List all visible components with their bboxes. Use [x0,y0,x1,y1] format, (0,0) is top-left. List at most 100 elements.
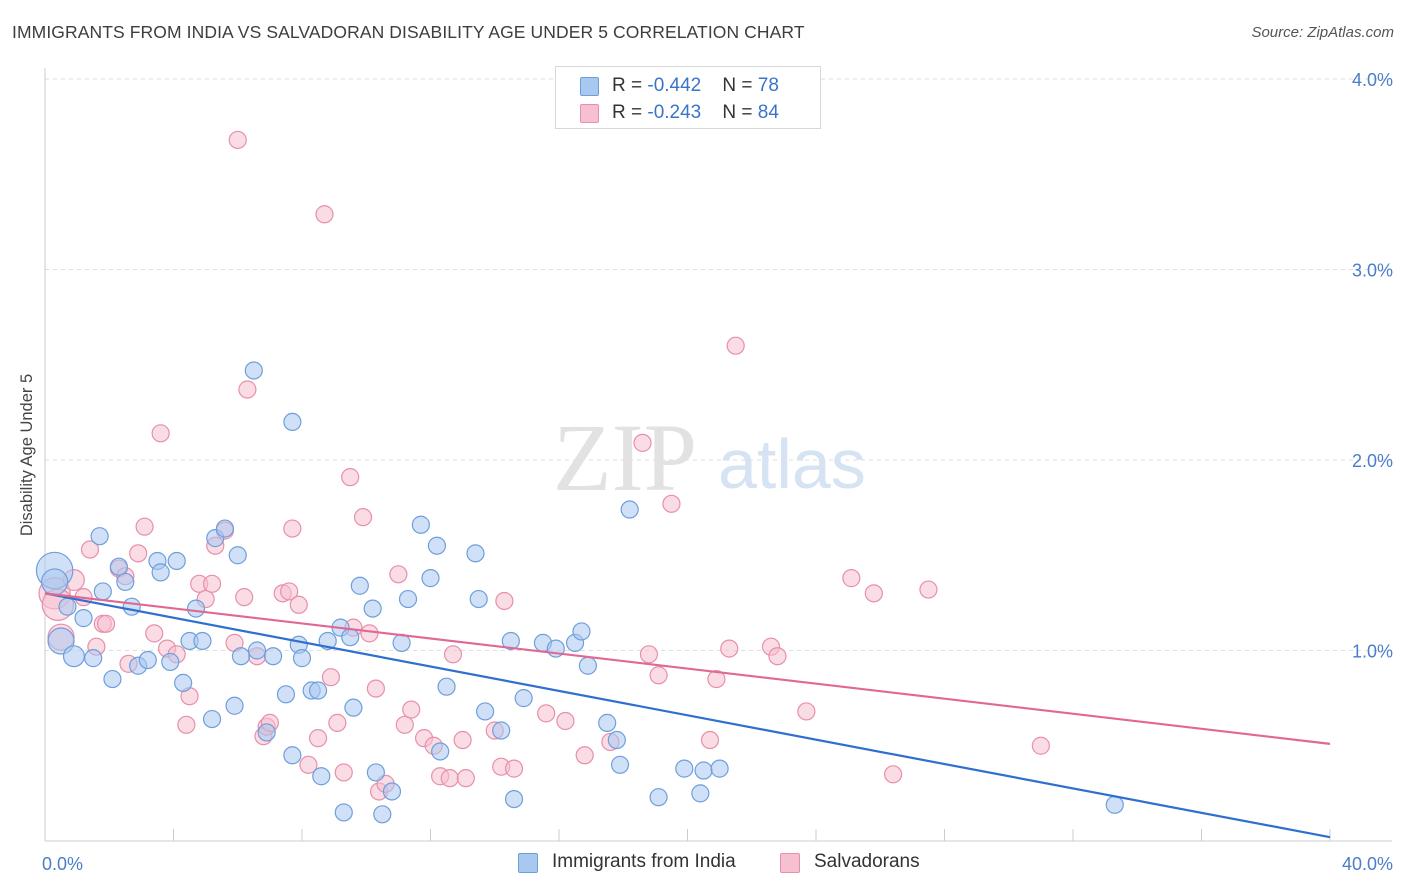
india-point [247,641,267,660]
india-point [138,650,157,670]
india-point [109,557,128,576]
india-point [41,568,69,596]
salvadoran-point [402,700,421,719]
india-point [93,582,112,601]
r-label: R = [612,75,648,96]
salvadoran-point [238,380,257,399]
india-point [421,569,440,588]
india-point [649,788,668,807]
salvadoran-point [321,668,341,687]
india-point [710,759,729,778]
r-label: R = [612,102,648,123]
india-point [84,649,103,668]
india-point [174,673,193,692]
y-tick-label: 1.0% [1352,642,1393,662]
trend-lines [44,592,1331,839]
salvadoran-point [328,713,347,732]
india-point [437,677,456,696]
y-axis-label: Disability Age Under 5 [18,374,36,536]
y-tick-label: 3.0% [1352,261,1393,281]
india-point [244,361,263,380]
india-point [283,412,302,431]
salvadoran-point [662,494,681,513]
salvadoran-point [768,647,787,666]
india-point [501,631,520,651]
india-point [398,589,418,609]
india-point [607,730,626,750]
salvadoran-point [360,624,379,643]
india-point [116,572,135,592]
india-point [341,628,360,647]
salvadoran-point [1031,736,1050,755]
salvadoran-point [129,544,148,563]
india-point [411,515,430,534]
n-label: N = [722,75,758,96]
n-label: N = [722,102,758,123]
india-point [231,647,251,666]
india-point [476,702,495,721]
india-point [167,551,186,571]
india-point [263,647,283,666]
salvadoran-point [842,569,861,588]
india-point [514,689,533,708]
india-point [578,656,598,675]
salvadoran-point [96,614,116,633]
salvadoran-point [575,746,594,765]
india-point [186,599,206,618]
india-point [675,759,694,778]
salvadoran-point [883,765,903,784]
india-point [598,713,617,732]
salvadoran-point [504,759,524,778]
salvadoran-point [700,730,720,750]
india-point [283,746,302,765]
salvadoran-trend-line [44,592,1331,745]
india-point [469,589,488,609]
x-tick-label: 40.0% [1342,854,1393,874]
india-point [58,597,77,616]
india-point [312,767,331,786]
india-point [292,649,312,668]
india-point [334,803,353,822]
salvadoran-point [726,336,745,355]
watermark-zip: ZIP [553,404,697,511]
salvadoran-point [537,704,556,723]
salvadoran-point [341,468,360,487]
salvadoran-point [707,669,726,689]
salvadoran-point [797,702,816,721]
india-point [620,500,639,519]
india-point [308,681,328,700]
series-legend: Immigrants from India Salvadorans [0,851,1406,877]
india-point [572,622,591,641]
salvadoran-point [177,715,196,734]
watermark-atlas: atlas [718,425,866,503]
india-point [228,546,247,565]
salvadoran-point [353,508,373,527]
india-point [103,669,122,689]
india-point [62,645,85,668]
salvadoran-point [308,729,328,748]
india-trend-line [44,592,1331,839]
india-point [466,544,485,563]
india-point [504,789,524,809]
salvadoran-point [864,584,883,603]
salvadoran-point [299,755,318,774]
salvadoran-point [202,574,222,593]
india-point [366,763,385,782]
salvadoran-point [151,424,170,443]
salvadoran-point [80,540,100,559]
salvadoran-point [453,730,472,750]
india-point [373,805,392,824]
india-point [122,597,141,616]
india-point [344,698,363,717]
india-point [193,631,212,651]
r-value-salvadorans: -0.243 [647,102,702,123]
legend-label-india: Immigrants from India [552,851,736,872]
salvadoran-point [145,624,164,643]
salvadoran-point [334,763,353,782]
india-point [202,709,222,729]
india-points [35,361,1124,824]
salvadoran-point [720,639,739,658]
n-value-india: 78 [757,75,779,96]
india-point [276,685,296,704]
